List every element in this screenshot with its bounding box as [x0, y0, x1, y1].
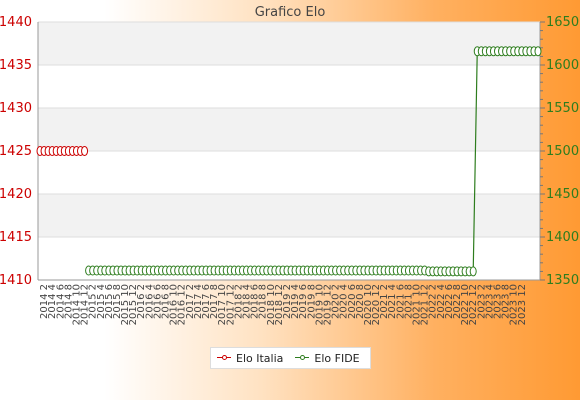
- x-tick-label: 2015 4: [96, 284, 107, 319]
- legend-swatch-fide: [295, 353, 310, 363]
- x-tick-label: 2015 6: [104, 284, 115, 319]
- x-tick-label: 2023 6: [492, 284, 503, 319]
- x-tick-label: 2020 12: [371, 284, 382, 325]
- x-tick-label: 2023 4: [484, 284, 495, 319]
- legend-label-italia: Elo Italia: [236, 351, 284, 365]
- left-tick-label: 1410: [0, 273, 32, 288]
- legend-item-fide: Elo FIDE: [295, 351, 360, 365]
- x-tick-label: 2021 4: [387, 284, 398, 319]
- right-tick-label: 1400: [546, 230, 579, 245]
- right-tick-label: 1600: [546, 58, 579, 73]
- x-tick-label: 2018 10: [266, 284, 277, 325]
- grid-band: [38, 108, 540, 151]
- x-tick-label: 2018 4: [241, 284, 252, 319]
- series-point-1: [534, 46, 542, 57]
- x-tick-label: 2022 4: [436, 284, 447, 319]
- x-tick-label: 2022 10: [460, 284, 471, 325]
- x-tick-label: 2018 8: [258, 284, 269, 319]
- x-tick-label: 2019 12: [322, 284, 333, 325]
- x-tick-label: 2018 2: [233, 284, 244, 319]
- left-tick-label: 1430: [0, 101, 32, 116]
- x-tick-label: 2021 10: [412, 284, 423, 325]
- x-tick-label: 2023 8: [501, 284, 512, 319]
- x-tick-label: 2016 12: [177, 284, 188, 325]
- x-tick-label: 2019 2: [282, 284, 293, 319]
- right-tick-label: 1550: [546, 101, 579, 116]
- x-tick-label: 2020 2: [331, 284, 342, 319]
- x-tick-label: 2015 10: [120, 284, 131, 325]
- x-tick-label: 2020 6: [347, 284, 358, 319]
- legend-label-fide: Elo FIDE: [314, 351, 360, 365]
- x-tick-label: 2016 4: [144, 284, 155, 319]
- x-tick-label: 2018 12: [274, 284, 285, 325]
- x-tick-label: 2022 2: [428, 284, 439, 319]
- x-tick-label: 2016 2: [136, 284, 147, 319]
- x-tick-label: 2022 8: [452, 284, 463, 319]
- right-tick-label: 1450: [546, 187, 579, 202]
- x-tick-label: 2017 12: [225, 284, 236, 325]
- chart-title: Grafico Elo: [255, 5, 326, 20]
- x-tick-label: 2014 12: [80, 284, 91, 325]
- series-point-0: [81, 146, 89, 156]
- right-tick-label: 1350: [546, 273, 579, 288]
- x-tick-label: 2020 8: [355, 284, 366, 319]
- left-tick-label: 1435: [0, 58, 32, 73]
- x-tick-label: 2017 8: [209, 284, 220, 319]
- x-tick-label: 2017 2: [185, 284, 196, 319]
- x-tick-label: 2014 2: [39, 284, 50, 319]
- x-tick-label: 2015 12: [128, 284, 139, 325]
- x-tick-label: 2023 12: [517, 284, 528, 325]
- x-tick-label: 2022 12: [468, 284, 479, 325]
- x-tick-label: 2019 8: [306, 284, 317, 319]
- x-tick-label: 2023 10: [509, 284, 520, 325]
- left-tick-label: 1420: [0, 187, 32, 202]
- x-tick-label: 2016 10: [169, 284, 180, 325]
- right-tick-label: 1650: [546, 15, 579, 30]
- chart-legend: Elo Italia Elo FIDE: [210, 347, 371, 369]
- x-tick-label: 2018 6: [250, 284, 261, 319]
- x-tick-label: 2014 10: [71, 284, 82, 325]
- right-tick-label: 1500: [546, 144, 579, 159]
- series-point-1: [469, 266, 477, 277]
- x-tick-label: 2021 6: [395, 284, 406, 319]
- x-tick-label: 2017 4: [193, 284, 204, 319]
- x-tick-label: 2019 6: [298, 284, 309, 319]
- x-tick-label: 2016 8: [161, 284, 172, 319]
- x-tick-label: 2020 4: [339, 284, 350, 319]
- left-tick-label: 1415: [0, 230, 32, 245]
- left-tick-label: 1440: [0, 15, 32, 30]
- x-tick-label: 2021 8: [403, 284, 414, 319]
- legend-swatch-italia: [217, 353, 231, 363]
- x-tick-label: 2019 10: [314, 284, 325, 325]
- legend-item-italia: Elo Italia: [217, 352, 283, 365]
- x-tick-label: 2021 12: [420, 284, 431, 325]
- x-tick-label: 2014 8: [63, 284, 74, 319]
- x-tick-label: 2021 2: [379, 284, 390, 319]
- x-tick-label: 2017 10: [217, 284, 228, 325]
- grid-band: [38, 194, 540, 237]
- left-tick-label: 1425: [0, 144, 32, 159]
- x-tick-label: 2015 8: [112, 284, 123, 319]
- grid-band: [38, 22, 540, 65]
- x-tick-label: 2023 2: [476, 284, 487, 319]
- x-tick-label: 2019 4: [290, 284, 301, 319]
- x-tick-label: 2015 2: [88, 284, 99, 319]
- x-tick-label: 2016 6: [152, 284, 163, 319]
- x-tick-label: 2017 6: [201, 284, 212, 319]
- x-tick-label: 2014 4: [47, 284, 58, 319]
- x-tick-label: 2020 10: [363, 284, 374, 325]
- x-tick-label: 2014 6: [55, 284, 66, 319]
- x-tick-label: 2022 6: [444, 284, 455, 319]
